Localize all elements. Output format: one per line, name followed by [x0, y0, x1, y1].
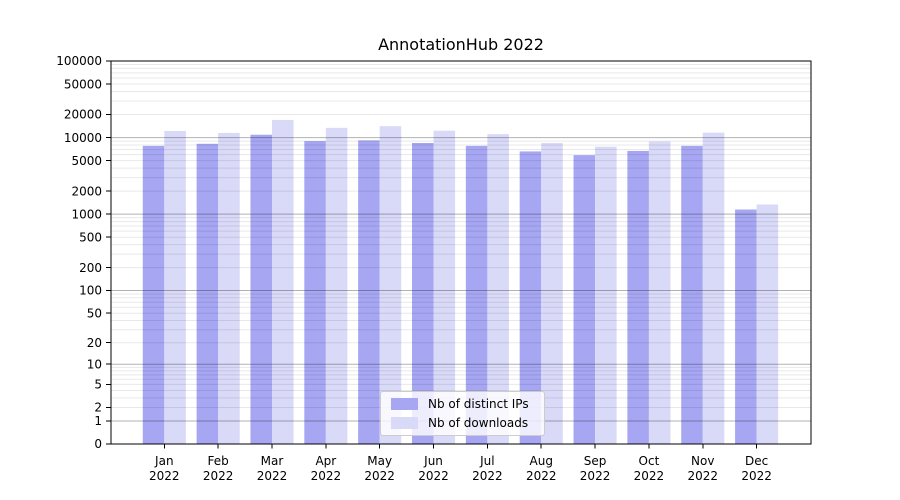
x-tick-label-month: Oct	[639, 454, 660, 468]
x-tick-label-year: 2022	[634, 469, 665, 483]
bar-downloads-mar	[272, 119, 294, 444]
x-tick-label-month: Jan	[154, 454, 174, 468]
x-tick-label-month: Mar	[261, 454, 284, 468]
bar-downloads-may	[379, 126, 402, 445]
bar-distinct-ips-dec	[735, 209, 757, 444]
legend-label-downloads: Nb of downloads	[428, 416, 529, 430]
bar-downloads-dec	[756, 204, 779, 444]
bar-distinct-ips-mar	[250, 134, 272, 445]
y-tick-label: 0	[94, 437, 102, 451]
y-tick-label: 2000	[71, 184, 102, 198]
y-tick-label: 5	[94, 378, 102, 392]
x-tick-label-month: May	[367, 454, 392, 468]
y-tick-label: 10	[87, 357, 102, 371]
y-tick-label: 50	[87, 306, 102, 320]
y-tick-label: 500	[79, 230, 102, 244]
x-tick-label-year: 2022	[418, 469, 449, 483]
x-tick-label-year: 2022	[364, 469, 395, 483]
bar-distinct-ips-apr	[304, 141, 326, 444]
x-tick-label-year: 2022	[149, 469, 180, 483]
chart-title: AnnotationHub 2022	[378, 35, 544, 54]
x-tick-label-month: Apr	[315, 454, 336, 468]
legend-swatch-distinct-ips	[391, 398, 418, 410]
y-tick-label: 100000	[56, 54, 102, 68]
x-tick-label-month: Aug	[530, 454, 553, 468]
bar-distinct-ips-aug	[519, 151, 542, 445]
legend-swatch-downloads	[391, 417, 418, 429]
bar-distinct-ips-sep	[573, 155, 596, 444]
x-tick-label-year: 2022	[203, 469, 234, 483]
y-tick-label: 1	[94, 414, 102, 428]
x-tick-label-year: 2022	[580, 469, 611, 483]
bar-distinct-ips-oct	[627, 150, 649, 445]
legend: Nb of distinct IPs Nb of downloads	[380, 391, 545, 436]
x-tick-label-month: Jul	[479, 454, 494, 468]
bar-distinct-ips-feb	[196, 143, 219, 445]
y-tick-label: 1000	[71, 207, 102, 221]
legend-row-distinct-ips: Nb of distinct IPs	[391, 397, 534, 411]
bar-downloads-jun	[433, 130, 456, 444]
bar-downloads-sep	[595, 146, 617, 445]
bar-distinct-ips-jul	[465, 145, 488, 445]
y-tick-label: 10000	[64, 131, 102, 145]
x-tick-label-month: Feb	[208, 454, 229, 468]
bar-distinct-ips-jun	[412, 143, 434, 444]
legend-row-downloads: Nb of downloads	[391, 416, 534, 430]
y-tick-label: 2	[94, 401, 102, 415]
y-tick-label: 5000	[71, 154, 102, 168]
x-tick-label-month: Dec	[745, 454, 768, 468]
bar-downloads-nov	[702, 132, 725, 444]
bar-downloads-feb	[218, 132, 240, 444]
x-tick-label-month: Nov	[691, 454, 714, 468]
x-tick-label-year: 2022	[526, 469, 557, 483]
x-tick-label-year: 2022	[472, 469, 503, 483]
y-tick-label: 200	[79, 261, 102, 275]
x-tick-label-month: Sep	[584, 454, 607, 468]
y-tick-label: 50000	[64, 77, 102, 91]
y-tick-label: 20000	[64, 108, 102, 122]
y-tick-label: 20	[87, 336, 102, 350]
bar-distinct-ips-jan	[142, 145, 165, 445]
x-tick-label-month: Jun	[423, 454, 443, 468]
bar-downloads-apr	[325, 127, 348, 445]
y-tick-label: 100	[79, 284, 102, 298]
x-tick-label-year: 2022	[687, 469, 718, 483]
bar-distinct-ips-may	[358, 140, 380, 444]
bar-downloads-jan	[164, 130, 186, 445]
bar-distinct-ips-nov	[681, 145, 703, 445]
plot-frame	[110, 60, 812, 445]
x-tick-label-year: 2022	[257, 469, 288, 483]
bar-downloads-jul	[487, 134, 509, 444]
x-tick-label-year: 2022	[741, 469, 772, 483]
bar-downloads-oct	[648, 141, 671, 444]
x-tick-label-year: 2022	[311, 469, 342, 483]
bar-downloads-aug	[541, 143, 563, 444]
legend-label-distinct-ips: Nb of distinct IPs	[428, 397, 529, 411]
